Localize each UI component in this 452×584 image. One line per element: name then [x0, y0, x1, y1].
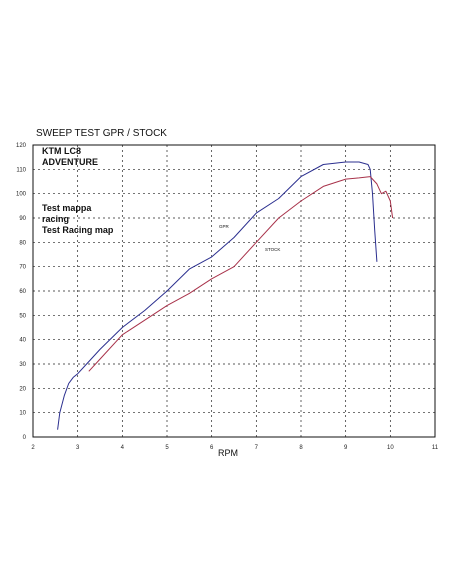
- y-tick-label: 60: [19, 289, 26, 295]
- x-tick-label: 7: [255, 445, 259, 451]
- x-tick-label: 2: [31, 445, 35, 451]
- x-axis-label: RPM: [218, 448, 238, 458]
- note-label-1: Test mappa: [42, 203, 92, 213]
- x-tick-label: 6: [210, 445, 214, 451]
- x-tick-label: 4: [121, 445, 125, 451]
- model-label: KTM LC8: [42, 146, 81, 156]
- x-axis: 2 3 4 5 6 7 8 9 10 11: [31, 445, 438, 451]
- note-label-3: Test Racing map: [42, 225, 114, 235]
- y-tick-label: 110: [16, 167, 26, 173]
- y-tick-label: 30: [19, 362, 26, 368]
- y-tick-label: 100: [16, 192, 27, 198]
- plot-frame: [32, 144, 436, 438]
- x-tick-label: 5: [165, 445, 169, 451]
- chart-grid: [33, 145, 435, 437]
- y-tick-label: 90: [19, 216, 26, 222]
- series-line-stock: [88, 176, 394, 372]
- x-tick-label: 3: [76, 445, 80, 451]
- y-tick-label: 0: [23, 435, 27, 441]
- y-tick-label: 10: [19, 411, 26, 417]
- y-tick-label: 20: [19, 386, 26, 392]
- model-sub-label: ADVENTURE: [42, 157, 98, 167]
- series-label-gpr: GPR: [219, 224, 230, 229]
- y-tick-label: 70: [19, 265, 26, 271]
- series-layer: [57, 161, 394, 430]
- x-tick-label: 8: [299, 445, 303, 451]
- chart-title: SWEEP TEST GPR / STOCK: [36, 128, 167, 139]
- x-tick-label: 11: [432, 445, 439, 451]
- x-tick-label: 10: [387, 445, 394, 451]
- x-tick-label: 9: [344, 445, 348, 451]
- series-label-stock: STOCK: [265, 247, 280, 252]
- y-tick-label: 80: [19, 240, 26, 246]
- y-axis: 0 10 20 30 40 50 60 70 80 90 100 110 120: [16, 143, 27, 441]
- y-tick-label: 50: [19, 313, 26, 319]
- y-tick-label: 40: [19, 338, 26, 344]
- note-label-2: racing: [42, 214, 69, 224]
- series-line-gpr: [57, 161, 378, 430]
- y-tick-label: 120: [16, 143, 27, 149]
